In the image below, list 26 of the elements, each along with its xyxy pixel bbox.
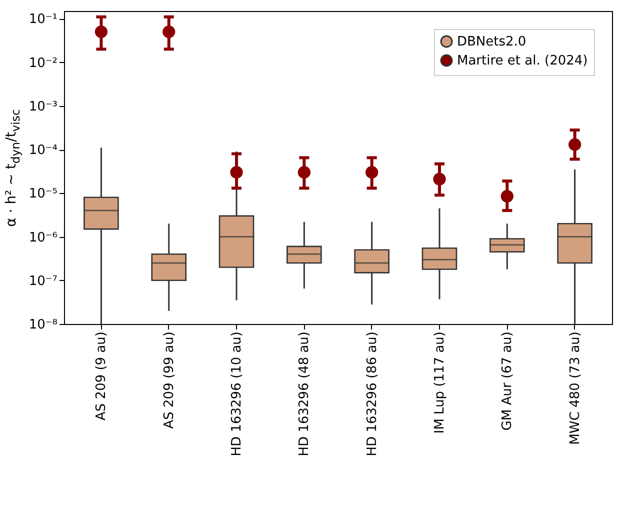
y-tick-label: 10⁻⁸ [28, 318, 58, 332]
point [298, 166, 310, 179]
y-tick-label: 10⁻⁴ [28, 143, 58, 158]
x-tick-label: HD 163296 (86 au) [364, 332, 380, 456]
x-tick-label: HD 163296 (10 au) [230, 332, 245, 456]
y-tick-label: 10⁻³ [28, 99, 58, 114]
y-tick-label: 10⁻¹ [28, 12, 58, 28]
x-tick-label: IM Lup (117 au) [432, 332, 448, 434]
x-tick-label: AS 209 (99 au) [162, 332, 177, 429]
y-tick-label: 10⁻⁵ [28, 186, 58, 202]
x-tick-label: MWC 480 (73 au) [568, 332, 583, 445]
y-tick-label: 10⁻⁷ [28, 274, 58, 289]
point [366, 166, 378, 179]
y-tick-label: 10⁻² [28, 56, 58, 71]
point [230, 166, 243, 179]
legend-label: Martire et al. (2024) [457, 54, 588, 68]
legend-label: DBNets2.0 [457, 34, 526, 50]
point [162, 26, 176, 38]
point [433, 172, 446, 186]
point [568, 138, 582, 151]
point [94, 26, 108, 38]
x-tick-label: HD 163296 (48 au) [297, 332, 312, 456]
x-tick-label: GM Aur (67 au) [500, 332, 516, 431]
x-tick-label: AS 209 (9 au) [94, 332, 110, 420]
point [500, 190, 514, 203]
y-tick-label: 10⁻⁶ [28, 230, 58, 246]
